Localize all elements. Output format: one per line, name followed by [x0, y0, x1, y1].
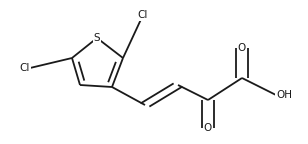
- Text: OH: OH: [276, 90, 292, 100]
- Text: O: O: [204, 123, 212, 133]
- Text: O: O: [238, 43, 246, 53]
- Text: Cl: Cl: [20, 63, 30, 73]
- Text: S: S: [94, 33, 100, 43]
- Text: Cl: Cl: [138, 10, 148, 20]
